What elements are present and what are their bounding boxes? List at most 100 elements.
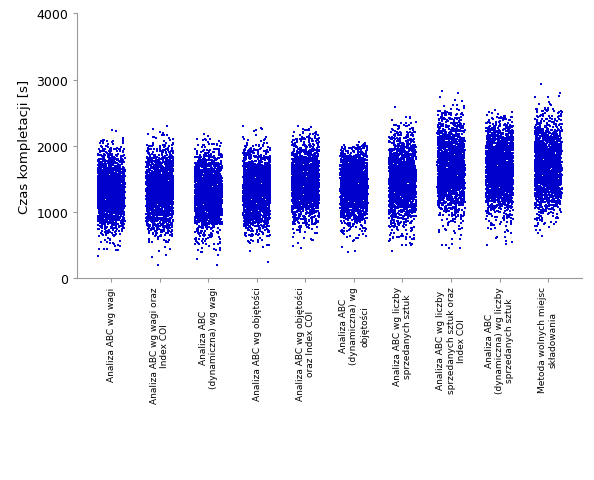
Point bbox=[358, 160, 368, 168]
Point bbox=[547, 153, 557, 161]
Point bbox=[108, 214, 118, 221]
Point bbox=[351, 166, 361, 174]
Point bbox=[104, 207, 113, 215]
Point bbox=[403, 192, 413, 200]
Point bbox=[486, 147, 495, 155]
Point bbox=[353, 210, 362, 217]
Point bbox=[530, 177, 540, 184]
Point bbox=[391, 172, 400, 180]
Point bbox=[354, 171, 364, 179]
Point bbox=[207, 153, 216, 160]
Point bbox=[393, 157, 403, 165]
Point bbox=[208, 179, 217, 186]
Point bbox=[485, 164, 494, 171]
Point bbox=[409, 152, 418, 159]
Point bbox=[146, 157, 156, 165]
Point bbox=[305, 188, 314, 196]
Point bbox=[264, 200, 273, 207]
Point bbox=[212, 195, 222, 203]
Point bbox=[109, 210, 119, 217]
Point bbox=[215, 227, 225, 234]
Point bbox=[451, 157, 460, 165]
Point bbox=[442, 152, 451, 159]
Point bbox=[544, 126, 553, 134]
Point bbox=[266, 173, 275, 181]
Point bbox=[339, 169, 348, 177]
Point bbox=[455, 161, 465, 169]
Point bbox=[106, 185, 116, 192]
Point bbox=[102, 200, 112, 207]
Point bbox=[444, 138, 454, 145]
Point bbox=[497, 194, 506, 202]
Point bbox=[253, 161, 263, 169]
Point bbox=[163, 185, 173, 193]
Point bbox=[287, 165, 297, 173]
Point bbox=[344, 168, 353, 176]
Point bbox=[494, 169, 504, 177]
Point bbox=[245, 205, 255, 213]
Point bbox=[357, 189, 366, 196]
Point bbox=[544, 186, 553, 194]
Point bbox=[491, 149, 500, 156]
Point bbox=[446, 120, 456, 128]
Point bbox=[547, 155, 557, 163]
Point bbox=[336, 194, 345, 202]
Point bbox=[117, 185, 127, 192]
Point bbox=[206, 180, 216, 188]
Point bbox=[362, 210, 371, 218]
Point bbox=[351, 163, 361, 171]
Point bbox=[548, 137, 557, 144]
Point bbox=[102, 183, 112, 191]
Point bbox=[239, 194, 248, 202]
Point bbox=[538, 112, 547, 120]
Point bbox=[107, 213, 116, 221]
Point bbox=[142, 169, 151, 177]
Point bbox=[398, 163, 407, 170]
Point bbox=[252, 162, 261, 169]
Point bbox=[505, 177, 514, 185]
Point bbox=[483, 152, 492, 159]
Point bbox=[550, 156, 560, 164]
Point bbox=[102, 174, 112, 181]
Point bbox=[451, 143, 460, 151]
Point bbox=[208, 202, 218, 210]
Point bbox=[311, 220, 321, 228]
Point bbox=[349, 189, 358, 196]
Point bbox=[440, 116, 450, 124]
Point bbox=[312, 153, 321, 160]
Point bbox=[168, 181, 178, 189]
Point bbox=[302, 187, 312, 195]
Point bbox=[116, 203, 125, 211]
Point bbox=[493, 182, 503, 190]
Point bbox=[497, 165, 507, 173]
Point bbox=[305, 187, 315, 194]
Point bbox=[484, 210, 494, 217]
Point bbox=[507, 164, 517, 171]
Point bbox=[454, 146, 464, 154]
Point bbox=[296, 208, 305, 216]
Point bbox=[165, 162, 175, 170]
Point bbox=[197, 180, 206, 188]
Point bbox=[555, 148, 565, 156]
Point bbox=[118, 194, 127, 202]
Point bbox=[448, 197, 457, 205]
Point bbox=[548, 162, 557, 170]
Point bbox=[411, 171, 421, 179]
Point bbox=[260, 180, 270, 188]
Point bbox=[397, 193, 406, 201]
Point bbox=[112, 201, 122, 208]
Point bbox=[163, 211, 173, 219]
Point bbox=[205, 205, 214, 213]
Point bbox=[208, 201, 217, 208]
Point bbox=[117, 187, 127, 194]
Point bbox=[345, 192, 354, 199]
Point bbox=[250, 198, 260, 206]
Point bbox=[388, 207, 398, 215]
Point bbox=[451, 163, 460, 171]
Point bbox=[201, 179, 210, 187]
Point bbox=[488, 194, 498, 202]
Point bbox=[482, 149, 491, 157]
Point bbox=[344, 168, 353, 176]
Point bbox=[438, 185, 447, 192]
Point bbox=[548, 156, 557, 164]
